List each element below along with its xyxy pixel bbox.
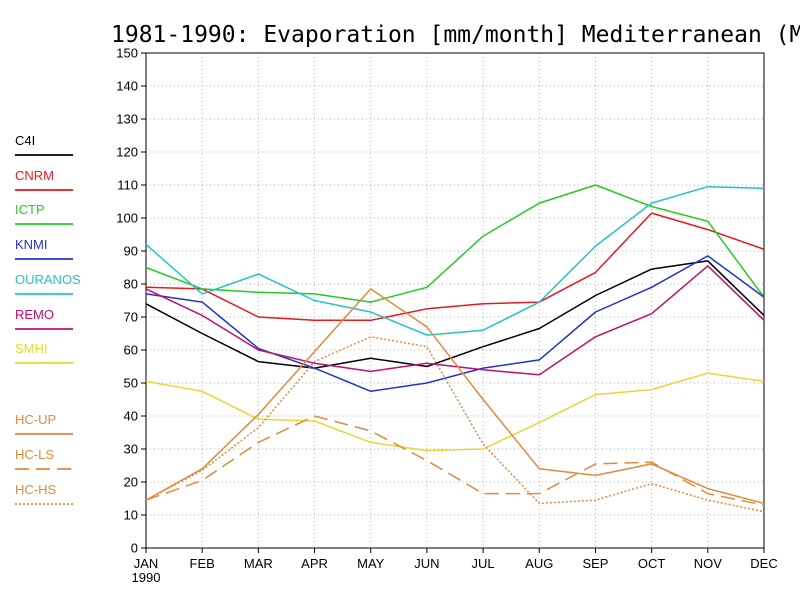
legend-label-smhi: SMHI [15,341,48,356]
y-tick-label: 140 [116,79,138,94]
y-tick-label: 40 [124,409,138,424]
series-line-ouranos [145,185,765,336]
series-line-c4i [145,260,765,369]
plot-frame [145,52,765,549]
y-tick-label: 150 [116,46,138,61]
grid-lines [146,53,764,548]
x-tick-label: MAR [244,556,273,571]
chart-title: 1981-1990: Evaporation [mm/month] Medite… [111,22,800,48]
y-tick-label: 90 [124,244,138,259]
x-tick-label: DEC [750,556,777,571]
legend-label-remo: REMO [15,307,54,322]
legend-label-hc-up: HC-UP [15,412,56,427]
x-tick-label: NOV [694,556,723,571]
series-line-knmi [145,255,765,393]
x-tick-label: JUL [472,556,495,571]
series-lines [145,184,765,513]
y-tick-label: 120 [116,145,138,160]
y-tick-label: 80 [124,277,138,292]
y-tick-label: 110 [117,178,138,193]
series-line-cnrm [145,212,765,322]
x-tick-label: FEB [190,556,215,571]
x-year-label: 1990 [132,570,161,585]
y-tick-label: 70 [124,310,138,325]
y-tick-label: 0 [131,541,138,556]
y-tick-label: 30 [124,442,138,457]
legend-label-hc-hs: HC-HS [15,482,56,497]
series-line-ictp [145,184,765,303]
y-tick-label: 50 [124,376,138,391]
x-tick-label: JAN [134,556,159,571]
series-line-hc-up [145,288,765,505]
x-tick-label: AUG [525,556,553,571]
series-line-hc-ls [145,415,765,506]
y-tick-label: 130 [116,112,138,127]
x-tick-label: SEP [582,556,608,571]
y-tick-label: 20 [124,475,138,490]
series-line-smhi [145,372,765,452]
legend-label-hc-ls: HC-LS [15,447,54,462]
y-tick-label: 10 [124,508,138,523]
x-tick-label: OCT [638,556,666,571]
series-line-remo [145,265,765,376]
legend-label-ictp: ICTP [15,202,45,217]
x-tick-label: APR [301,556,328,571]
x-tick-label: MAY [357,556,385,571]
legend-label-ouranos: OURANOS [15,272,81,287]
y-tick-label: 100 [116,211,138,226]
y-tick-label: 60 [124,343,138,358]
legend-label-cnrm: CNRM [15,168,54,183]
legend-label-c4i: C4I [15,133,35,148]
axes: 0 10 20 30 40 50 60 70 80 90 100 110 120 130 140 150 JAN… [116,46,777,586]
legend-label-knmi: KNMI [15,237,48,252]
x-tick-label: JUN [414,556,439,571]
legend: C4I CNRM ICTP KNMI OURANOS REMO SMHI HC-UP HC-LS… [15,133,81,505]
